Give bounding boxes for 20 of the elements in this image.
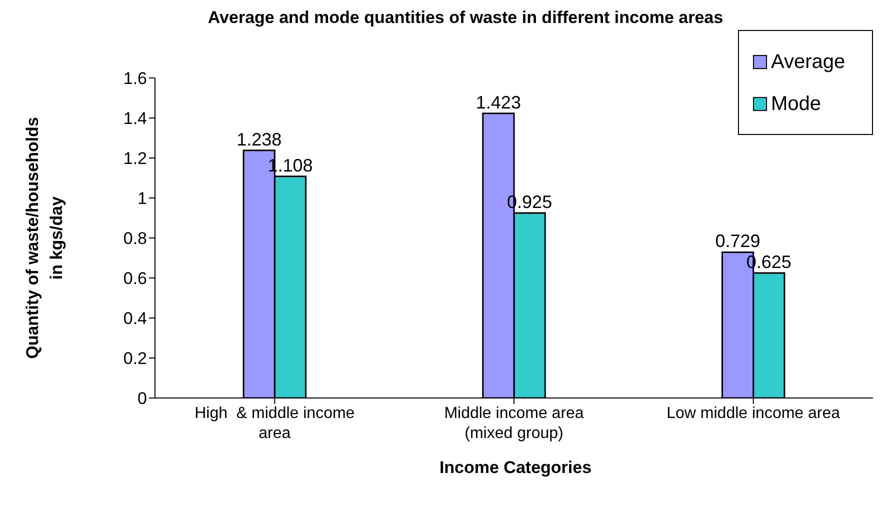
legend-label: Mode (771, 92, 822, 116)
legend-label: Average (771, 50, 846, 74)
y-tick-label: 1 (138, 189, 147, 208)
y-axis-title: Quantity of waste/households in kgs/day (23, 117, 66, 359)
y-tick-label: 0.2 (123, 349, 147, 368)
data-label: 1.423 (476, 92, 521, 112)
data-label: 1.238 (236, 129, 282, 150)
x-axis-title: Income Categories (438, 458, 593, 478)
chart-title: Average and mode quantities of waste in different income areas (206, 8, 724, 29)
y-tick-label: 0.8 (123, 229, 147, 248)
y-tick-label: 0 (138, 389, 147, 408)
y-tick-label: 0.6 (123, 269, 147, 288)
y-tick-label: 1.6 (123, 69, 147, 88)
y-tick-label: 1.4 (123, 109, 147, 128)
y-tick-label: 0.4 (123, 309, 147, 328)
data-label: 0.729 (715, 231, 760, 252)
x-tick-label: Low middle income area (666, 405, 840, 422)
x-tick-label: Middle income area (mixed group) (444, 405, 584, 442)
y-tick-label: 1.2 (123, 149, 147, 168)
x-tick-label: High & middle income area (194, 405, 355, 442)
